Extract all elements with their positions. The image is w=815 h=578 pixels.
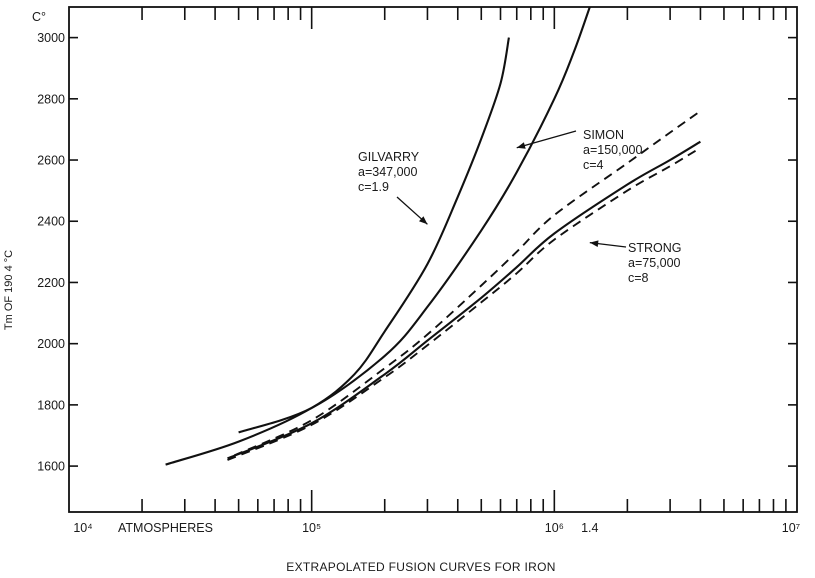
y-tick-label: 2400 xyxy=(37,215,65,229)
y-axis-unit: C° xyxy=(32,10,46,24)
curve-simon xyxy=(238,6,591,434)
annotation-simon-arrow xyxy=(516,130,577,149)
annotation-simon-line: c=4 xyxy=(583,158,604,172)
x-tick-label: 1.4 xyxy=(581,521,598,535)
annotation-gilvarry-arrowhead xyxy=(418,216,428,225)
chart-title: EXTRAPOLATED FUSION CURVES FOR IRON xyxy=(286,560,555,574)
annotations: GILVARRYa=347,000c=1.9SIMONa=150,000c=4S… xyxy=(358,128,681,285)
annotation-strong-line: c=8 xyxy=(628,271,649,285)
curves xyxy=(165,6,701,466)
x-tick-label: 10⁷ xyxy=(782,521,801,535)
annotation-gilvarry-line: GILVARRY xyxy=(358,150,420,164)
axes xyxy=(68,6,798,513)
y-tick-label: 1800 xyxy=(37,398,65,412)
annotation-strong-line: a=75,000 xyxy=(628,256,681,270)
y-tick-label: 3000 xyxy=(37,31,65,45)
y-tick-label: 2600 xyxy=(37,154,65,168)
curve-dashed-upper xyxy=(233,110,701,457)
y-axis-label: Tm OF 190 4 °C xyxy=(3,250,15,330)
annotation-strong-line: STRONG xyxy=(628,241,681,255)
annotation-gilvarry-line: c=1.9 xyxy=(358,180,389,194)
ticks: 10⁴ 10⁵ 10⁶ 1.4 10⁷ 1600 1800 2000 2200 2400 2600 2… xyxy=(37,7,801,535)
y-tick-label: 2200 xyxy=(37,276,65,290)
curve-gilvarry xyxy=(165,37,510,466)
annotation-gilvarry-line: a=347,000 xyxy=(358,165,417,179)
annotation-strong-arrowhead xyxy=(589,240,599,247)
curve-strong xyxy=(227,140,701,460)
x-axis-label: ATMOSPHERES xyxy=(118,521,213,535)
annotation-simon-arrowhead xyxy=(516,142,526,149)
x-tick-label: 10⁴ xyxy=(73,521,92,535)
x-tick-label: 10⁵ xyxy=(302,521,321,535)
plot-frame xyxy=(68,6,798,513)
y-tick-label: 2000 xyxy=(37,337,65,351)
curve-dashed-lower xyxy=(227,146,701,461)
annotation-simon-line: SIMON xyxy=(583,128,624,142)
y-tick-label: 1600 xyxy=(37,460,65,474)
y-tick-label: 2800 xyxy=(37,92,65,106)
x-tick-label: 10⁶ xyxy=(545,521,564,535)
annotation-simon-line: a=150,000 xyxy=(583,143,642,157)
